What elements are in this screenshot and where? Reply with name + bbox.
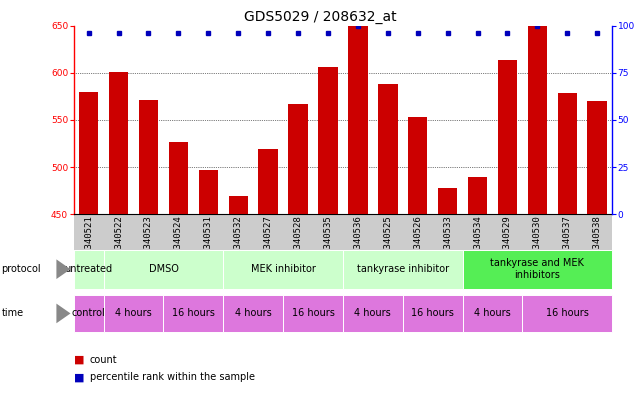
- Text: protocol: protocol: [1, 264, 41, 274]
- Bar: [348, 26, 368, 214]
- Text: control: control: [72, 309, 106, 318]
- Bar: [468, 177, 487, 214]
- Text: 16 hours: 16 hours: [172, 309, 215, 318]
- Text: MEK inhibitor: MEK inhibitor: [251, 264, 315, 274]
- Bar: [109, 72, 128, 214]
- Text: untreated: untreated: [65, 264, 113, 274]
- Text: 4 hours: 4 hours: [354, 309, 391, 318]
- Text: 4 hours: 4 hours: [115, 309, 152, 318]
- Text: 16 hours: 16 hours: [412, 309, 454, 318]
- Text: 16 hours: 16 hours: [292, 309, 335, 318]
- Text: GDS5029 / 208632_at: GDS5029 / 208632_at: [244, 10, 397, 24]
- Text: tankyrase and MEK
inhibitors: tankyrase and MEK inhibitors: [490, 259, 585, 280]
- Bar: [497, 59, 517, 214]
- Bar: [138, 100, 158, 214]
- Bar: [79, 92, 99, 214]
- Bar: [228, 196, 248, 214]
- Text: 4 hours: 4 hours: [474, 309, 511, 318]
- Text: 4 hours: 4 hours: [235, 309, 272, 318]
- Text: ■: ■: [74, 354, 84, 365]
- Text: count: count: [90, 354, 117, 365]
- Bar: [587, 101, 607, 214]
- Bar: [258, 149, 278, 214]
- Text: DMSO: DMSO: [149, 264, 178, 274]
- Bar: [558, 94, 577, 214]
- Bar: [288, 104, 308, 214]
- Text: time: time: [1, 309, 24, 318]
- Text: tankyrase inhibitor: tankyrase inhibitor: [356, 264, 449, 274]
- Bar: [408, 117, 428, 214]
- Bar: [528, 26, 547, 214]
- Text: 16 hours: 16 hours: [546, 309, 588, 318]
- Bar: [169, 141, 188, 214]
- Bar: [199, 170, 218, 214]
- Bar: [318, 67, 338, 214]
- Text: ■: ■: [74, 372, 84, 382]
- Text: percentile rank within the sample: percentile rank within the sample: [90, 372, 254, 382]
- Bar: [378, 84, 397, 214]
- Bar: [438, 188, 457, 214]
